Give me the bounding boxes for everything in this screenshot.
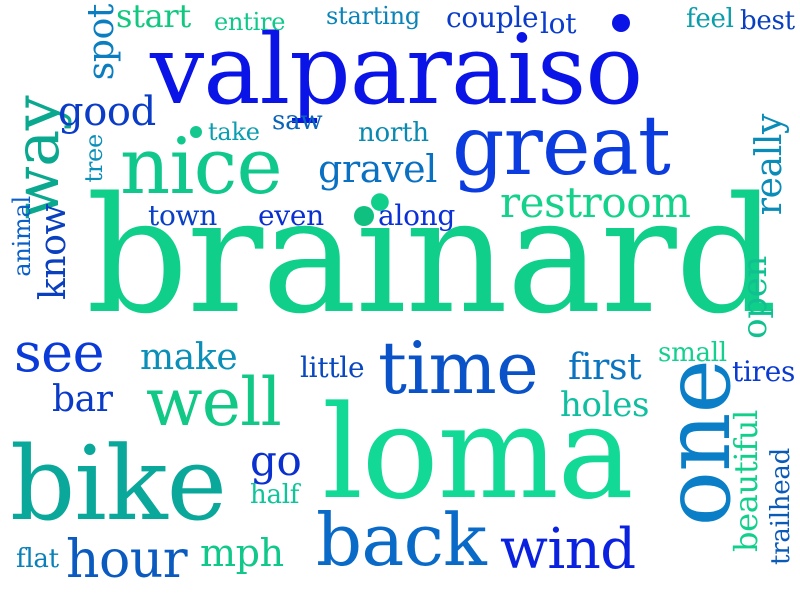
word-good: good	[58, 89, 156, 135]
word-wind: wind	[500, 517, 636, 582]
word-restroom: restroom	[500, 178, 691, 227]
word-go: go	[250, 436, 302, 485]
word-trailhead: trailhead	[766, 448, 796, 565]
word-open: open	[735, 256, 775, 339]
word-nice: nice	[120, 122, 283, 212]
word-starting: starting	[326, 2, 420, 30]
word-really: really	[749, 114, 790, 216]
word-hour: hour	[66, 530, 188, 590]
word-take: take	[208, 118, 260, 146]
word-even: even	[258, 199, 324, 232]
word-mph: mph	[200, 531, 284, 575]
dot-mark	[354, 206, 374, 226]
word-tires: tires	[732, 355, 796, 388]
word-couple: couple	[446, 1, 539, 34]
word-best: best	[740, 6, 795, 36]
word-lot: lot	[540, 7, 577, 40]
word-holes: holes	[560, 385, 650, 425]
word-brainard: brainard	[86, 162, 778, 349]
word-town: town	[148, 199, 217, 232]
word-make: make	[140, 337, 238, 378]
dot-mark	[612, 14, 630, 32]
word-valparaiso: valparaiso	[150, 14, 643, 126]
word-north: north	[358, 118, 429, 148]
word-spot: spot	[81, 4, 122, 81]
word-saw: saw	[272, 106, 323, 136]
word-tree: tree	[80, 134, 108, 183]
word-great: great	[452, 99, 671, 194]
word-beautiful: beautiful	[727, 410, 765, 553]
word-animal: animal	[8, 196, 36, 277]
word-loma: loma	[322, 379, 634, 528]
word-see: see	[14, 321, 105, 384]
word-small: small	[658, 338, 727, 368]
word-bar: bar	[52, 379, 113, 420]
word-half: half	[250, 480, 300, 510]
word-gravel: gravel	[318, 147, 437, 191]
word-bike: bike	[10, 425, 227, 544]
word-little: little	[300, 351, 365, 384]
word-flat: flat	[16, 544, 59, 574]
word-along: along	[378, 199, 456, 232]
dot-mark	[190, 126, 202, 138]
word-entire: entire	[214, 8, 286, 36]
word-back: back	[316, 498, 487, 582]
word-time: time	[378, 326, 539, 410]
word-know: know	[33, 204, 74, 301]
word-start: start	[116, 0, 191, 35]
word-feel: feel	[686, 4, 734, 34]
word-well: well	[146, 364, 282, 441]
word-first: first	[568, 347, 642, 388]
